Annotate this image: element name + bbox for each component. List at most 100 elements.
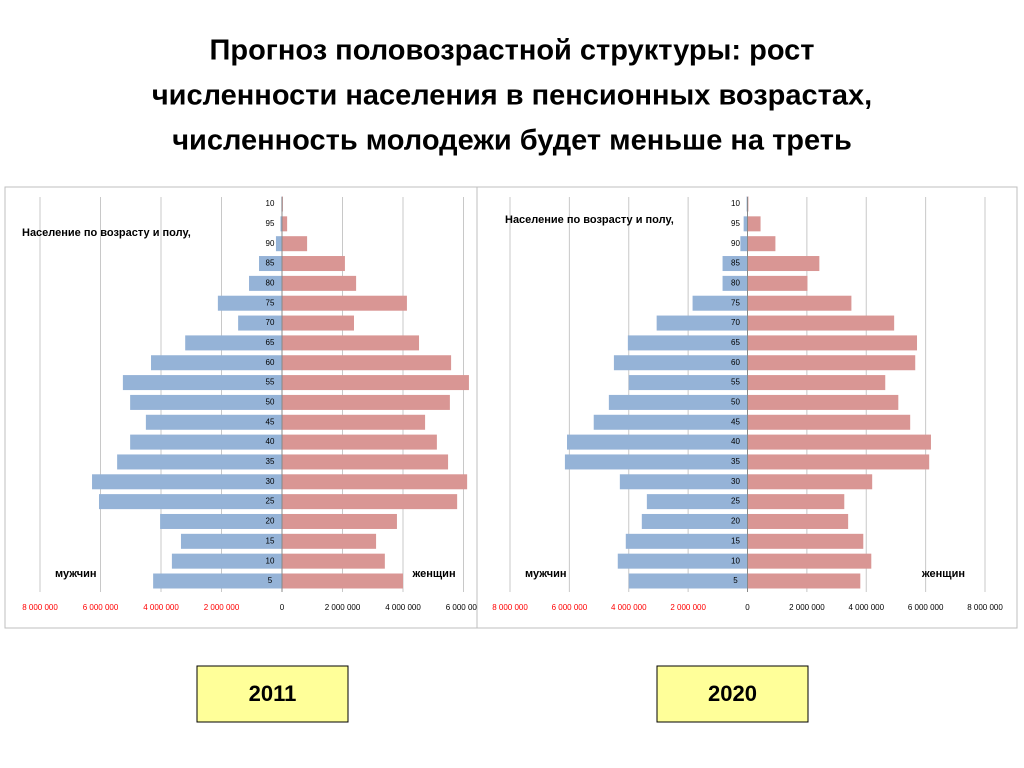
bar bbox=[747, 335, 918, 351]
bar bbox=[656, 315, 748, 331]
category-label: 90 bbox=[266, 239, 275, 248]
bar bbox=[747, 315, 895, 331]
category-label: 15 bbox=[731, 536, 740, 545]
category-label: 40 bbox=[266, 437, 275, 446]
bar bbox=[282, 216, 288, 232]
category-label: 75 bbox=[731, 298, 740, 307]
bar bbox=[180, 533, 282, 549]
bar bbox=[145, 414, 282, 430]
chart-subtitle: Население по возрасту и полу, bbox=[22, 227, 191, 239]
bar bbox=[160, 513, 282, 529]
category-label: 25 bbox=[731, 497, 740, 506]
category-label: 80 bbox=[266, 278, 275, 287]
bar bbox=[692, 295, 748, 311]
chart-subtitle: Население по возрасту и полу, bbox=[505, 214, 674, 226]
bar bbox=[249, 275, 282, 291]
bar bbox=[747, 256, 820, 272]
legend-label: женщин bbox=[921, 568, 965, 580]
bar bbox=[740, 236, 748, 252]
x-tick-label: 6 000 000 bbox=[552, 603, 588, 612]
category-label: 10 bbox=[731, 199, 740, 208]
bar bbox=[282, 494, 458, 510]
x-tick-label: 6 000 000 bbox=[908, 603, 944, 612]
bar bbox=[747, 394, 899, 410]
category-label: 50 bbox=[266, 398, 275, 407]
category-label: 45 bbox=[266, 417, 275, 426]
category-label: 25 bbox=[266, 497, 275, 506]
category-label: 15 bbox=[266, 536, 275, 545]
bar bbox=[747, 454, 930, 470]
bar bbox=[747, 553, 872, 569]
bar bbox=[646, 494, 748, 510]
category-label: 30 bbox=[731, 477, 740, 486]
category-label: 55 bbox=[731, 378, 740, 387]
category-label: 45 bbox=[731, 417, 740, 426]
bar bbox=[747, 533, 864, 549]
bar bbox=[275, 236, 282, 252]
bar bbox=[130, 434, 282, 450]
bar bbox=[747, 494, 845, 510]
bar bbox=[153, 573, 282, 589]
category-label: 65 bbox=[731, 338, 740, 347]
bar bbox=[743, 216, 748, 232]
bar bbox=[122, 375, 282, 391]
bar bbox=[722, 275, 748, 291]
bar bbox=[641, 513, 748, 529]
bar bbox=[171, 553, 282, 569]
bar bbox=[628, 375, 748, 391]
x-tick-label: 2 000 000 bbox=[325, 603, 361, 612]
year-box bbox=[656, 665, 809, 723]
category-label: 85 bbox=[266, 259, 275, 268]
bar bbox=[593, 414, 748, 430]
bar bbox=[747, 513, 849, 529]
bar bbox=[259, 256, 282, 272]
x-tick-label: 2 000 000 bbox=[670, 603, 706, 612]
category-label: 60 bbox=[266, 358, 275, 367]
bar bbox=[608, 394, 748, 410]
legend-label: мужчин bbox=[525, 568, 567, 580]
bar bbox=[567, 434, 748, 450]
category-label: 85 bbox=[731, 259, 740, 268]
bar bbox=[747, 573, 861, 589]
bar bbox=[185, 335, 282, 351]
category-label: 20 bbox=[731, 517, 740, 526]
x-tick-label: 6 000 000 bbox=[83, 603, 119, 612]
title-line: численности населения в пенсионных возра… bbox=[152, 80, 872, 112]
bar bbox=[747, 375, 886, 391]
bar bbox=[117, 454, 282, 470]
bar bbox=[282, 533, 377, 549]
category-label: 90 bbox=[731, 239, 740, 248]
bar bbox=[747, 275, 808, 291]
category-label: 20 bbox=[266, 517, 275, 526]
x-tick-label: 4 000 000 bbox=[143, 603, 179, 612]
bar bbox=[282, 315, 354, 331]
x-tick-label: 4 000 000 bbox=[848, 603, 884, 612]
x-tick-label: 8 000 000 bbox=[22, 603, 58, 612]
category-label: 65 bbox=[266, 338, 275, 347]
bar bbox=[282, 275, 357, 291]
bar bbox=[282, 295, 407, 311]
chart: 8 000 000 6 000 000 4 000 000 2 000 000 0 2 0… bbox=[22, 196, 477, 612]
bar bbox=[282, 335, 420, 351]
x-tick-label: 0 bbox=[745, 603, 750, 612]
bar bbox=[627, 335, 748, 351]
bar bbox=[282, 355, 452, 371]
bar bbox=[282, 474, 468, 490]
bar bbox=[613, 355, 748, 371]
title-line: численность молодежи будет меньше на тре… bbox=[172, 125, 852, 157]
category-label: 60 bbox=[731, 358, 740, 367]
bar bbox=[628, 573, 748, 589]
bar bbox=[217, 295, 282, 311]
bar bbox=[747, 236, 776, 252]
category-label: 55 bbox=[266, 378, 275, 387]
bar bbox=[282, 434, 437, 450]
bar bbox=[564, 454, 748, 470]
category-label: 5 bbox=[268, 576, 273, 585]
category-label: 75 bbox=[266, 298, 275, 307]
category-label: 70 bbox=[731, 318, 740, 327]
bar bbox=[619, 474, 748, 490]
bar bbox=[747, 355, 916, 371]
bar bbox=[282, 553, 385, 569]
